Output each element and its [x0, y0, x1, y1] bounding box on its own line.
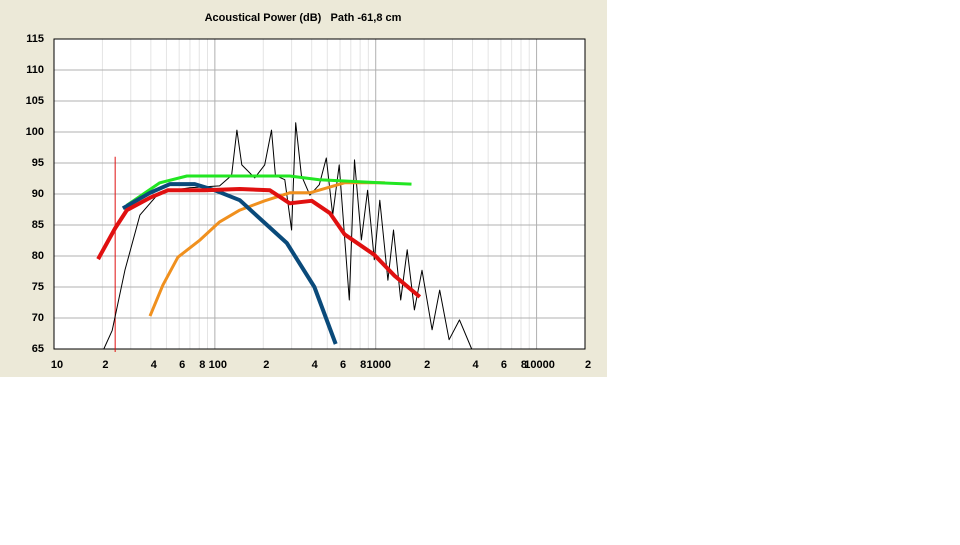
series-line — [96, 187, 422, 299]
x-tick-label: 4 — [473, 359, 480, 371]
y-tick-label: 85 — [32, 219, 44, 231]
series-line — [121, 182, 338, 345]
y-tick-label: 75 — [32, 281, 44, 293]
y-tick-label: 80 — [32, 250, 44, 262]
y-tick-label: 65 — [32, 343, 44, 355]
x-tick-label: 8 — [360, 359, 366, 371]
x-tick-label: 6 — [179, 359, 185, 371]
x-tick-label: 6 — [340, 359, 346, 371]
x-tick-label: 4 — [312, 359, 319, 371]
chart-title: Acoustical Power (dB) Path -61,8 cm — [205, 12, 402, 24]
y-tick-label: 105 — [26, 95, 44, 107]
x-tick-label: 2 — [263, 359, 269, 371]
y-tick-label: 110 — [26, 64, 44, 76]
x-tick-label: 6 — [501, 359, 507, 371]
x-tick-label: 100 — [209, 359, 227, 371]
x-tick-label: 1000 — [366, 359, 390, 371]
x-tick-label: 8 — [199, 359, 205, 371]
x-tick-label: 10 — [51, 359, 63, 371]
y-tick-label: 95 — [32, 157, 44, 169]
x-tick-label: 4 — [151, 359, 158, 371]
series-line — [148, 181, 385, 317]
x-tick-label: 8 — [521, 359, 527, 371]
y-tick-label: 100 — [26, 126, 44, 138]
x-tick-label: 2 — [585, 359, 591, 371]
series-line — [103, 122, 473, 350]
y-tick-label: 115 — [26, 33, 44, 45]
x-tick-label: 2 — [424, 359, 430, 371]
y-tick-label: 90 — [32, 188, 44, 200]
plot-frame — [53, 38, 586, 350]
y-tick-label: 70 — [32, 312, 44, 324]
x-tick-label: 10000 — [524, 359, 555, 371]
series-line — [126, 174, 412, 207]
x-tick-label: 2 — [102, 359, 108, 371]
